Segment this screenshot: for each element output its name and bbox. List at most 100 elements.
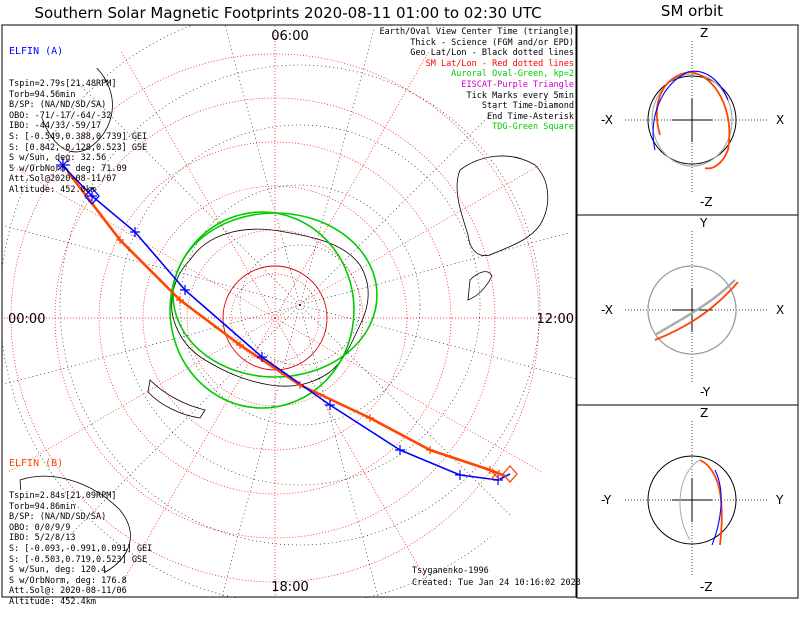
orbit-axis-bottom-label: -Y — [700, 385, 711, 399]
elfin-b-end-diamond — [502, 465, 518, 483]
new-zealand-outline — [467, 271, 493, 301]
elfin-a-header: ELFIN (A) — [9, 46, 64, 58]
elfin-b-footprint-track — [66, 171, 506, 478]
elfin_b-line: S: [-0.093,-0.991,0.091] GEI — [9, 543, 153, 554]
elfin-b-orbit-xz — [655, 71, 731, 170]
orbit-axis-left-label: -X — [601, 303, 613, 317]
orbit-axis-right-label: X — [776, 113, 784, 127]
geo-longitude-line — [299, 25, 386, 306]
elfin_a-line: S w/Sun, deg: 32.56 — [9, 153, 107, 164]
elfin_a-line: S w/OrbNorm, deg: 71.09 — [9, 163, 127, 174]
elfin_b-line: Att.Sol@: 2020-08-11/06 — [9, 586, 127, 597]
legend-entry: TDG-Green Square — [492, 122, 574, 133]
elfin-b-orbit-xy — [654, 281, 739, 341]
hour-label-right: 12:00 — [537, 312, 574, 327]
legend-entry: Thick - Science (FGM and/or EPD) — [410, 37, 574, 48]
orbit-axis-right-label: X — [776, 303, 784, 317]
legend-entry: EISCAT-Purple Triangle — [461, 79, 574, 90]
orbit-earth-circle — [647, 75, 737, 165]
credit-created: Created: Tue Jan 24 10:16:02 2023 — [412, 578, 581, 588]
elfin_b-line: Altitude: 452.4km — [9, 596, 96, 607]
orbit-axis-bottom-label: -Z — [700, 195, 713, 209]
elfin-a-start-diamond — [84, 187, 100, 205]
orbit-axis-bottom-label: -Z — [700, 580, 713, 594]
sm-longitude-line — [274, 317, 553, 479]
south-america-outline — [147, 379, 206, 419]
geo-longitude-line — [299, 304, 386, 598]
geo-longitude-line — [214, 304, 301, 598]
sm-latitude-circle — [98, 141, 452, 495]
legend-entry: SM Lat/Lon - Red dotted lines — [425, 58, 574, 69]
elfin_b-line: IBO: 5/2/8/13 — [9, 533, 76, 544]
antarctica-outline — [171, 228, 369, 387]
footprint-figure: Southern Solar Magnetic Footprints 2020-… — [1, 2, 799, 599]
elfin-a-tick-mark — [493, 475, 503, 485]
orbit-path-xy-gray — [647, 265, 737, 355]
elfin_b-line: Tspin=2.84s[21.09RPM] — [9, 490, 117, 501]
geo-latitude-circle — [59, 64, 541, 546]
sm-longitude-line — [114, 40, 276, 319]
geo-longitude-line — [214, 25, 301, 306]
sm-longitude-line — [274, 157, 553, 319]
sm-orbit-title: SM orbit — [661, 2, 723, 20]
australia-outline — [456, 155, 549, 257]
legend-entry: Earth/Oval View Center Time (triangle) — [379, 27, 574, 37]
elfin-a-tick-mark — [395, 445, 405, 455]
elfin_b-line: B/SP: (NA/ND/SD/SA) — [9, 512, 107, 523]
legend-entry: Geo Lat/Lon - Black dotted lines — [410, 48, 574, 59]
elfin_b-line: S: [-0.503,0.719,0.523] GSE — [9, 554, 148, 565]
elfin-b-tick-mark — [116, 236, 124, 244]
legend-entry: Auroral Oval-Green, kp=2 — [451, 69, 574, 80]
orbit-path-yz-gray — [679, 459, 701, 541]
geo-latitude-circle — [179, 184, 421, 426]
geo-longitude-line — [299, 304, 534, 539]
elfin-a-tick-mark — [130, 227, 140, 237]
sm-longitude-line — [274, 317, 436, 596]
elfin-a-tick-mark — [257, 352, 267, 362]
elfin-a-info: ELFIN (A) Tspin=2.79s[21.48RPM] Torb=94.5… — [9, 26, 147, 206]
legend-entry: Tick Marks every 5min — [466, 90, 574, 101]
elfin-a-orbit-xz — [652, 70, 729, 151]
elfin-a-orbit-yz — [711, 469, 722, 546]
geo-longitude-line — [2, 304, 301, 391]
credit-author: Tsyganenko-1996 — [412, 566, 489, 576]
elfin_b-line: OBO: 0/0/9/9 — [9, 522, 71, 533]
sm-latitude-circle — [230, 273, 320, 363]
chart-title: Southern Solar Magnetic Footprints 2020-… — [34, 4, 541, 22]
orbit-axis-right-label: Y — [775, 493, 784, 507]
elfin-a-tick-mark — [87, 191, 97, 201]
orbit-axis-top-label: Z — [700, 26, 708, 40]
sm-inner-circle — [222, 265, 328, 371]
orbit-axis-top-label: Z — [700, 406, 708, 420]
geo-longitude-line — [299, 219, 576, 306]
elfin-b-header: ELFIN (B) — [9, 458, 64, 470]
geo-longitude-line — [299, 304, 576, 391]
elfin_a-line: B/SP: (NA/ND/SD/SA) — [9, 100, 107, 111]
sm-longitude-line — [114, 317, 276, 596]
elfin-b-tick-mark — [426, 446, 434, 454]
polar-plot-frame — [1, 24, 577, 598]
hour-label-left: 00:00 — [8, 312, 45, 327]
elfin-b-info: ELFIN (B) Tspin=2.84s[21.09RPM] Torb=94.8… — [9, 438, 152, 618]
elfin-b-end-asterisk — [489, 469, 501, 481]
elfin_a-line: IBO: -44/33/-59/17 — [9, 121, 102, 132]
polar-plot — [2, 25, 576, 598]
elfin_a-line: Altitude: 452.0km — [9, 184, 96, 195]
elfin-a-orbit-xy — [654, 279, 736, 337]
elfin-b-orbit-yz — [699, 459, 723, 546]
elfin-a-tick-mark — [180, 285, 190, 295]
orbit-path-xz-gray — [651, 73, 733, 167]
orbit-panel-yz-frame — [576, 404, 799, 599]
orbit-earth-circle — [647, 455, 737, 545]
elfin_a-line: Att.Sol@2020-08-11/07 — [9, 174, 117, 185]
hour-label-bottom: 18:00 — [271, 580, 308, 595]
elfin-a-tick-mark — [455, 470, 465, 480]
sm-longitude-line — [2, 317, 276, 479]
geo-latitude-circle — [119, 124, 481, 486]
elfin-b-tick-mark — [176, 296, 184, 304]
elfin-a-tick-mark — [325, 400, 335, 410]
elfin_b-line: S w/Sun, deg: 120.4 — [9, 565, 107, 576]
elfin-b-tick-mark — [236, 341, 244, 349]
sm-longitude-line — [2, 157, 276, 319]
elfin-b-tick-mark — [366, 414, 374, 422]
